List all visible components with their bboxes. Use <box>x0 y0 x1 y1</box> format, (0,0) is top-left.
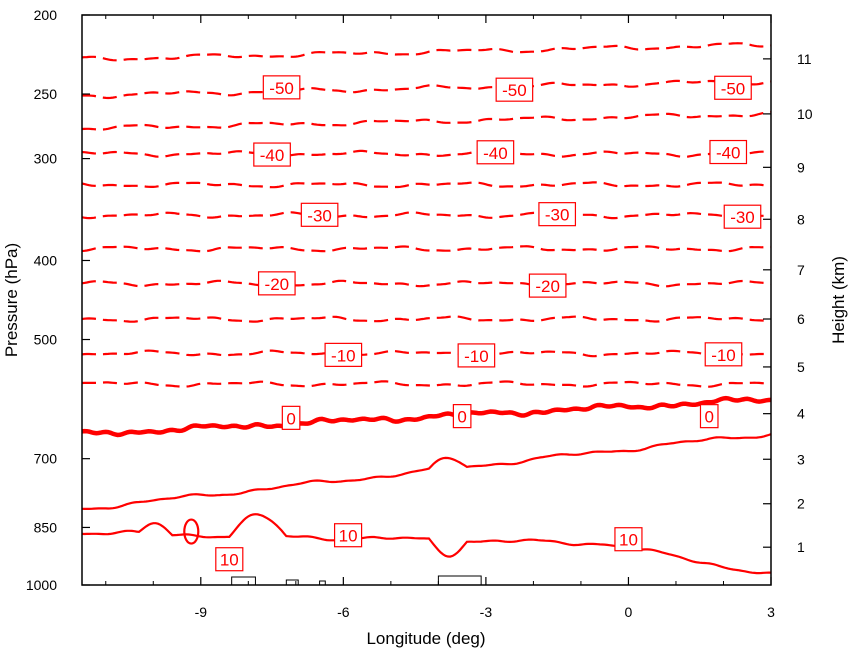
axis-layer: -9 -6 -3 0 310008507005004003002502001234567… <box>26 7 813 620</box>
contour-label-text: 0 <box>457 408 466 427</box>
left-axis-label: Pressure (hPa) <box>2 243 21 357</box>
contour-label-text: -10 <box>331 346 356 365</box>
contour-line <box>81 211 772 220</box>
contour-line <box>81 349 771 358</box>
contour-line <box>81 395 772 438</box>
contour-label: -10 <box>457 343 496 368</box>
y-left-tick-label: 300 <box>34 151 58 167</box>
contour-label-text: -40 <box>260 146 285 165</box>
contour-label-text: -40 <box>483 144 508 163</box>
x-tick-label: -9 <box>195 604 208 620</box>
contour-label-text: -30 <box>730 208 755 227</box>
contour-line <box>81 315 772 323</box>
contour-label: 0 <box>699 404 719 429</box>
y-left-tick-label: 700 <box>34 451 58 467</box>
contour-line <box>81 380 771 388</box>
contour-label: -50 <box>262 75 301 100</box>
contour-label-text: 10 <box>619 531 638 550</box>
contour-label-text: 10 <box>339 527 358 546</box>
contour-label: -20 <box>528 273 567 298</box>
y-left-tick-label: 850 <box>34 519 58 535</box>
contour-label-text: 0 <box>704 408 713 427</box>
contour-line <box>82 79 772 100</box>
y-left-tick-label: 400 <box>34 252 58 268</box>
contour-label: 10 <box>215 547 244 572</box>
y-right-tick-label: 6 <box>797 311 805 327</box>
y-right-tick-label: 8 <box>797 211 805 227</box>
contour-label-text: -10 <box>464 347 489 366</box>
contour-label: 10 <box>614 527 643 552</box>
contour-label-layer: -50 -50 -50 -40 -40 -40 -30 -30 -30 -20 -20 -10 -10 -… <box>215 75 762 572</box>
contour-label-text: 0 <box>286 409 295 428</box>
y-right-tick-label: 11 <box>797 51 812 67</box>
contour-closed-cell <box>183 518 200 545</box>
y-right-tick-label: 5 <box>797 359 805 375</box>
contour-label: -40 <box>253 142 291 167</box>
y-right-tick-label: 1 <box>797 539 805 555</box>
contour-label-text: -40 <box>716 144 741 163</box>
x-tick-label: 3 <box>767 604 775 620</box>
contour-line <box>81 181 772 189</box>
contour-label-text: -50 <box>502 81 527 100</box>
contour-label: -20 <box>257 271 296 296</box>
contour-line <box>81 110 772 131</box>
contour-label: -40 <box>709 139 748 165</box>
contour-line <box>81 42 772 62</box>
contour-label-text: -50 <box>721 79 746 98</box>
contour-label-text: -50 <box>269 79 294 98</box>
x-tick-label: -3 <box>480 604 493 620</box>
contour-label: -50 <box>495 77 534 102</box>
contour-label: 0 <box>281 405 301 430</box>
contour-label: 10 <box>333 523 363 548</box>
y-right-tick-label: 3 <box>797 451 805 467</box>
contour-label: -50 <box>714 75 752 100</box>
y-right-tick-label: 7 <box>797 262 805 278</box>
contour-label: -40 <box>476 140 515 165</box>
contour-line <box>81 149 772 158</box>
y-right-tick-label: 9 <box>797 159 805 175</box>
contour-label-text: -30 <box>545 206 570 225</box>
contour-label-text: -20 <box>535 277 560 296</box>
contour-label: -10 <box>324 342 363 367</box>
contour-label-text: -30 <box>307 206 332 225</box>
y-left-tick-label: 200 <box>34 7 58 23</box>
y-right-tick-label: 10 <box>797 106 813 122</box>
y-left-tick-label: 250 <box>34 86 58 102</box>
y-left-tick-label: 1000 <box>26 577 57 593</box>
y-left-tick-label: 500 <box>34 332 58 348</box>
contour-label: -10 <box>704 342 743 367</box>
plot-frame <box>81 14 772 586</box>
contour-label: -30 <box>300 202 339 227</box>
contour-label-text: -20 <box>265 275 290 294</box>
contour-label-text: -10 <box>711 346 736 365</box>
contour-line <box>81 245 771 253</box>
contour-label: -30 <box>723 204 762 229</box>
right-axis-label: Height (km) <box>829 256 848 344</box>
x-tick-label: 0 <box>625 604 633 620</box>
contour-label: -30 <box>538 202 577 227</box>
x-tick-label: -6 <box>337 604 350 620</box>
contour-label: 0 <box>452 404 472 429</box>
y-right-tick-label: 4 <box>797 406 805 422</box>
x-axis-label: Longitude (deg) <box>366 629 485 648</box>
contour-line <box>81 433 772 510</box>
contour-label-text: 10 <box>220 551 239 570</box>
contour-line <box>81 279 772 288</box>
contour-layer <box>81 42 772 575</box>
y-right-tick-label: 2 <box>797 496 805 512</box>
